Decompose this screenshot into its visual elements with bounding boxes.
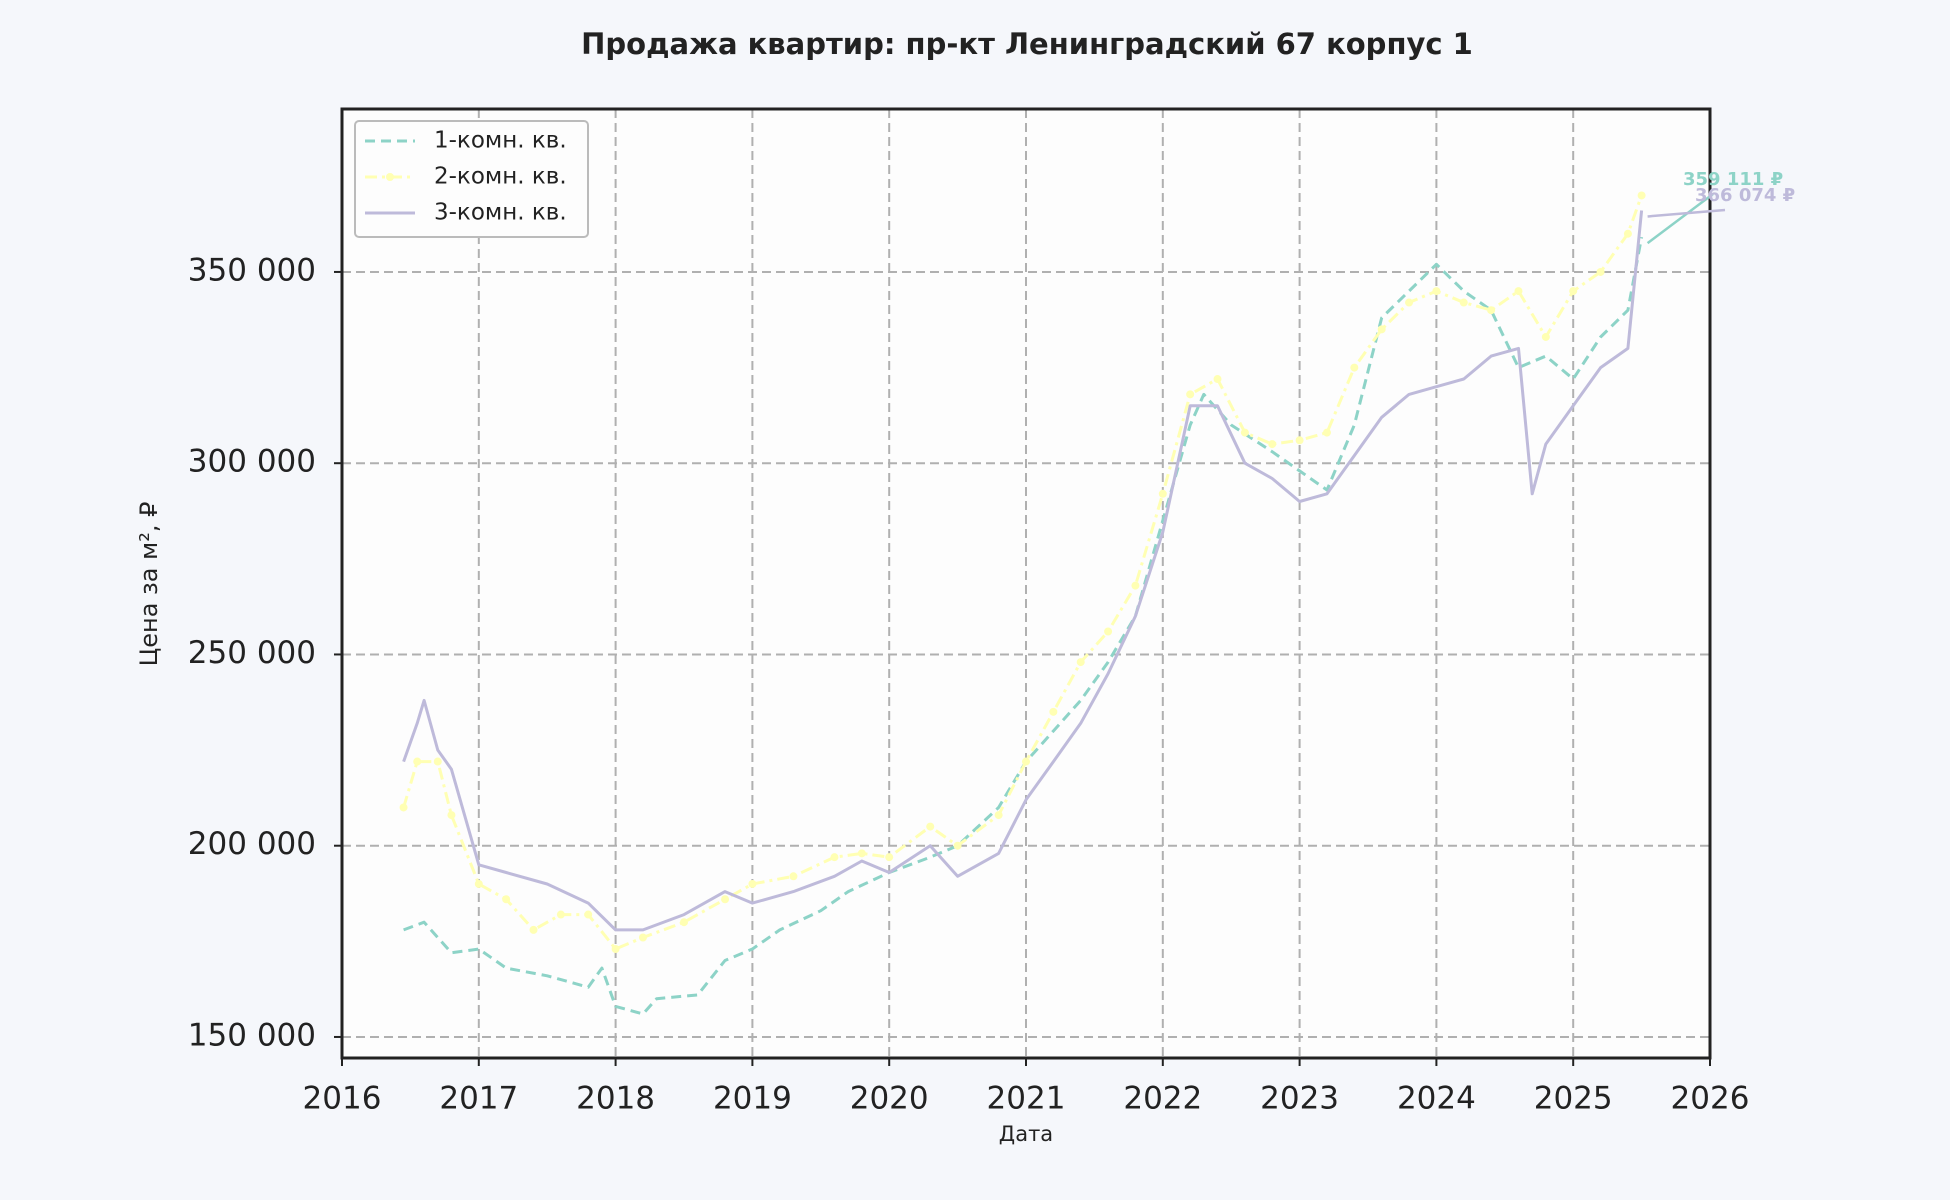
series-marker bbox=[721, 895, 730, 904]
legend-label: 1-комн. кв. bbox=[434, 128, 567, 154]
series-marker bbox=[680, 918, 688, 927]
y-tick-label: 150 000 bbox=[188, 1017, 316, 1053]
x-tick-label: 2018 bbox=[576, 1081, 655, 1117]
series-line bbox=[402, 210, 1644, 932]
series-marker bbox=[1350, 363, 1359, 372]
x-tick-label: 2025 bbox=[1534, 1081, 1613, 1117]
legend-marker bbox=[386, 173, 394, 181]
series-marker bbox=[953, 841, 962, 850]
series-marker bbox=[502, 895, 511, 904]
series-marker bbox=[638, 933, 647, 942]
chart-title: Продажа квартир: пр-кт Ленинградский 67 … bbox=[581, 27, 1473, 61]
series-marker bbox=[584, 910, 593, 919]
series-marker bbox=[748, 879, 757, 888]
series-marker bbox=[556, 910, 565, 919]
series-marker bbox=[529, 925, 538, 934]
series-marker bbox=[1022, 757, 1030, 766]
series-marker bbox=[1514, 287, 1523, 296]
legend-box bbox=[354, 120, 589, 238]
series-marker bbox=[1637, 191, 1646, 200]
series-marker bbox=[1240, 428, 1249, 437]
series-marker bbox=[611, 944, 620, 953]
x-tick-label: 2017 bbox=[439, 1081, 518, 1117]
series-marker bbox=[994, 811, 1003, 820]
series-marker bbox=[474, 879, 483, 888]
x-axis-label: Дата bbox=[999, 1122, 1053, 1146]
series-marker bbox=[1049, 707, 1058, 716]
series-marker bbox=[1158, 489, 1167, 498]
series-marker bbox=[1487, 306, 1496, 315]
series-marker bbox=[1322, 428, 1331, 437]
series-marker bbox=[1623, 229, 1632, 238]
x-tick-label: 2026 bbox=[1671, 1081, 1750, 1117]
x-tick-label: 2020 bbox=[850, 1081, 929, 1117]
x-tick-label: 2016 bbox=[303, 1081, 382, 1117]
annotation-arrow bbox=[1647, 208, 1726, 218]
series-marker bbox=[1541, 332, 1550, 341]
series-marker bbox=[1295, 436, 1304, 445]
y-tick-label: 350 000 bbox=[188, 252, 316, 288]
x-tick-label: 2019 bbox=[713, 1081, 792, 1117]
annotation: 366 074 ₽ bbox=[1695, 185, 1795, 206]
series-marker bbox=[857, 849, 866, 858]
series-marker bbox=[789, 872, 798, 881]
series-marker bbox=[1377, 325, 1386, 334]
series-marker bbox=[1569, 287, 1578, 296]
x-tick-label: 2023 bbox=[1260, 1081, 1339, 1117]
annotation-arrow bbox=[1646, 193, 1714, 245]
series-marker bbox=[433, 757, 442, 766]
legend-label: 2-комн. кв. bbox=[434, 164, 567, 190]
annotation: 359 111 ₽ bbox=[1683, 169, 1783, 190]
x-tick-label: 2022 bbox=[1123, 1081, 1202, 1117]
series-marker bbox=[1268, 440, 1277, 449]
series-marker bbox=[1186, 390, 1195, 399]
series-marker bbox=[1405, 298, 1414, 307]
series-marker bbox=[1596, 267, 1605, 276]
series-marker bbox=[1432, 287, 1441, 296]
y-tick-label: 300 000 bbox=[188, 444, 316, 480]
y-tick-label: 200 000 bbox=[188, 826, 316, 862]
x-tick-label: 2024 bbox=[1397, 1081, 1476, 1117]
y-axis-label: Цена за м², ₽ bbox=[135, 502, 163, 667]
legend-label: 3-комн. кв. bbox=[434, 200, 567, 226]
series-marker bbox=[885, 853, 894, 862]
series-marker bbox=[830, 853, 839, 862]
x-tick-label: 2021 bbox=[987, 1081, 1066, 1117]
series-line bbox=[403, 236, 1644, 1016]
series-marker bbox=[1459, 298, 1468, 307]
y-tick-label: 250 000 bbox=[188, 635, 316, 671]
series-marker bbox=[399, 803, 408, 812]
series-marker bbox=[1213, 375, 1222, 384]
series-marker bbox=[413, 757, 422, 766]
series-marker bbox=[447, 811, 456, 820]
series-marker bbox=[1076, 658, 1085, 667]
series-marker bbox=[1104, 627, 1113, 636]
series-marker bbox=[926, 822, 935, 831]
series-marker bbox=[1131, 581, 1140, 590]
